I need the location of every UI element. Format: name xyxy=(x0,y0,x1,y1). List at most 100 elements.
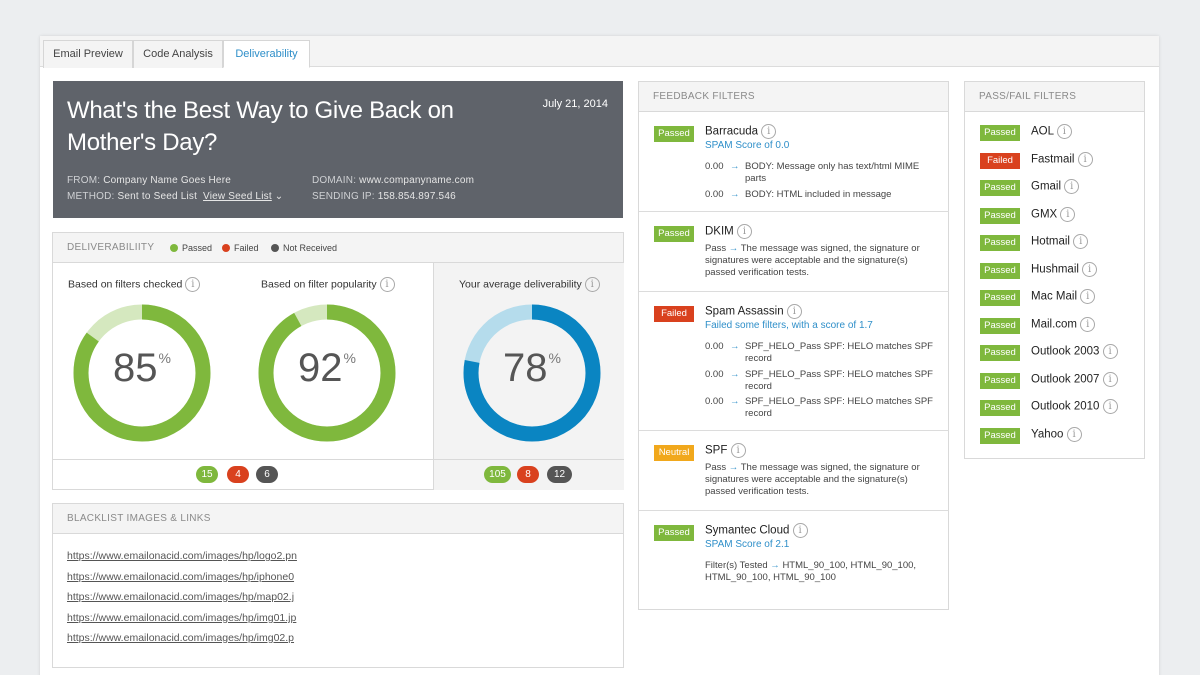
filter-subtitle: SPAM Score of 2.1 xyxy=(705,539,790,550)
gauge-label-filters-checked: Based on filters checked i xyxy=(68,277,201,292)
info-icon[interactable]: i xyxy=(1077,151,1093,167)
blacklist-link[interactable]: https://www.emailonacid.com/images/hp/im… xyxy=(67,632,295,644)
pass-fail-heading: PASS/FAIL FILTERS xyxy=(965,82,1144,112)
info-icon[interactable]: i xyxy=(1056,124,1072,139)
desc-text: HTML_90_100, HTML_90_100, HTML_90_100, H… xyxy=(705,560,917,583)
info-icon[interactable]: i xyxy=(185,277,201,292)
pass-fail-filters-card: PASS/FAIL FILTERS Passed AOL i Failed Fastm… xyxy=(964,81,1145,459)
method-label: METHOD: xyxy=(67,191,115,202)
desc-label: Pass xyxy=(705,243,727,254)
blacklist-heading: BLACKLIST IMAGES & LINKS xyxy=(53,504,623,534)
blacklist-link[interactable]: https://www.emailonacid.com/images/hp/im… xyxy=(67,612,297,624)
gauge-label-text-2: Your average deliverability xyxy=(459,278,582,291)
tab-code-analysis[interactable]: Code Analysis xyxy=(133,40,223,68)
status-badge: Passed xyxy=(654,126,694,142)
info-icon[interactable]: i xyxy=(730,443,746,458)
info-icon[interactable]: i xyxy=(1102,371,1118,387)
deliverability-heading: DELIVERABILIITY Passed Failed Not Receiv… xyxy=(53,233,623,263)
info-icon[interactable]: i xyxy=(1080,316,1096,332)
legend-failed-label: Failed xyxy=(234,243,259,253)
avg-count-failed-badge: 8 xyxy=(517,466,539,483)
info-icon[interactable]: i xyxy=(1066,426,1082,442)
info-icon[interactable]: i xyxy=(792,523,808,538)
client-name-text: AOL xyxy=(1031,125,1054,138)
blacklist-link[interactable]: https://www.emailonacid.com/images/hp/lo… xyxy=(67,550,297,562)
arrow-icon: → xyxy=(728,243,739,254)
sending-ip-value: 158.854.897.546 xyxy=(377,191,456,202)
info-icon[interactable]: i xyxy=(1102,399,1118,414)
client-name-mail-com: Mail.com i xyxy=(1031,316,1096,332)
client-name-text: Mail.com xyxy=(1031,318,1078,331)
row-text: SPF_HELO_Pass SPF: HELO matches SPF reco… xyxy=(745,369,933,392)
client-name-hushmail: Hushmail i xyxy=(1031,261,1098,277)
filter-name-barracuda: Barracuda i xyxy=(705,124,777,139)
gauge-arc xyxy=(73,304,211,442)
desc-label: Pass xyxy=(705,462,727,473)
count-not-received-badge: 6 xyxy=(256,466,278,483)
client-name-text: Outlook 2007 xyxy=(1031,373,1100,386)
arrow-icon: → xyxy=(770,560,780,571)
info-icon[interactable]: i xyxy=(1060,206,1076,222)
info-icon[interactable]: i xyxy=(736,224,752,239)
filter-name-text: Spam Assassin xyxy=(705,305,784,318)
desc-text: The message was signed, the signature or… xyxy=(705,243,920,278)
view-seed-list-link[interactable]: View Seed List xyxy=(203,191,272,202)
info-icon[interactable]: i xyxy=(786,304,802,319)
filter-subtitle: Failed some filters, with a score of 1.7 xyxy=(705,320,873,331)
gauge-value-filter-popularity: 92% xyxy=(258,346,396,391)
tab-bar: Email Preview Code Analysis Deliverabili… xyxy=(40,36,1159,68)
tab-deliverability[interactable]: Deliverability xyxy=(223,40,310,68)
filter-name-dkim: DKIM i xyxy=(705,224,752,239)
info-icon[interactable]: i xyxy=(1102,344,1118,359)
filter-name-spam-assassin: Spam Assassin i xyxy=(705,304,802,319)
status-badge: Passed xyxy=(980,180,1020,196)
counts-divider xyxy=(53,459,624,460)
status-badge: Passed xyxy=(654,525,694,541)
deliverability-card: DELIVERABILIITY Passed Failed Not Receiv… xyxy=(52,232,624,490)
filter-name-text: Barracuda xyxy=(705,125,759,138)
domain-meta: DOMAIN: www.companyname.com xyxy=(312,175,474,186)
client-name-hotmail: Hotmail i xyxy=(1031,234,1089,249)
filter-description: Pass → The message was signed, the signa… xyxy=(705,243,940,279)
main-panel: Email Preview Code Analysis Deliverabili… xyxy=(40,36,1159,675)
divider xyxy=(639,510,949,511)
client-name-text: Fastmail xyxy=(1031,153,1075,166)
gauge-number-0: 85 xyxy=(113,346,158,390)
info-icon[interactable]: i xyxy=(1073,234,1089,249)
tab-email-preview[interactable]: Email Preview xyxy=(43,40,133,68)
gauge-value-filters-checked: 85% xyxy=(73,346,211,391)
client-name-text: Mac Mail xyxy=(1031,290,1078,303)
legend-not-received: Not Received xyxy=(271,233,337,263)
info-icon[interactable]: i xyxy=(1080,289,1096,304)
client-name-fastmail: Fastmail i xyxy=(1031,151,1093,167)
client-name-text: GMX xyxy=(1031,208,1058,221)
status-badge: Passed xyxy=(980,372,1020,389)
from-meta: FROM: Company Name Goes Here xyxy=(67,175,231,186)
info-icon[interactable]: i xyxy=(584,277,600,292)
gauge-ring-filter-popularity xyxy=(258,304,396,442)
count-failed-badge: 4 xyxy=(227,466,249,483)
info-icon[interactable]: i xyxy=(761,124,777,139)
status-badge: Failed xyxy=(654,306,694,322)
info-icon[interactable]: i xyxy=(1082,261,1098,277)
legend-passed-label: Passed xyxy=(182,243,213,253)
chevron-down-icon[interactable]: ⌄ xyxy=(274,191,284,202)
blacklist-link[interactable]: https://www.emailonacid.com/images/hp/ma… xyxy=(67,591,295,603)
client-name-yahoo: Yahoo i xyxy=(1031,426,1082,442)
gauge-ring-average xyxy=(463,304,601,442)
avg-count-not-received-badge: 12 xyxy=(547,466,572,483)
client-name-text: Hotmail xyxy=(1031,235,1070,248)
info-icon[interactable]: i xyxy=(1064,179,1080,194)
blacklist-link[interactable]: https://www.emailonacid.com/images/hp/ip… xyxy=(67,571,295,583)
email-subject: What's the Best Way to Give Back on Moth… xyxy=(67,97,454,156)
filter-subtitle: SPAM Score of 0.0 xyxy=(705,140,790,151)
divider xyxy=(639,430,949,431)
client-name-text: Yahoo xyxy=(1031,428,1064,441)
passed-dot-icon xyxy=(170,244,178,252)
row-text: BODY: Message only has text/html MIME pa… xyxy=(745,161,920,184)
send-date: July 21, 2014 xyxy=(542,98,608,110)
status-badge: Passed xyxy=(980,290,1020,306)
info-icon[interactable]: i xyxy=(379,277,395,292)
legend-passed: Passed xyxy=(170,233,212,263)
sending-ip-meta: SENDING IP: 158.854.897.546 xyxy=(312,191,456,202)
